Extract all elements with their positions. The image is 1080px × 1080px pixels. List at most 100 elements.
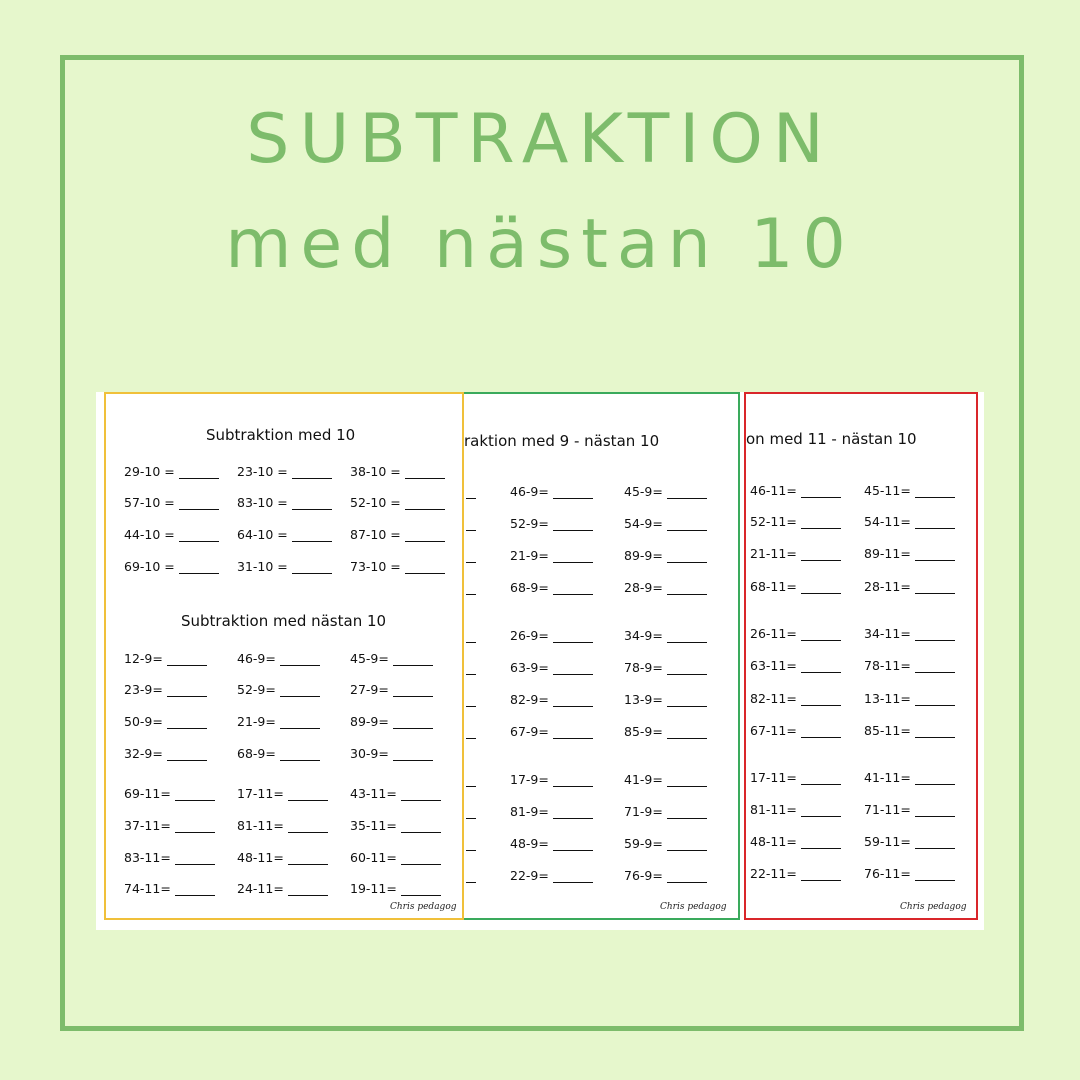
math-problem-text: 21-11= [750, 546, 797, 561]
math-problem: 12-9= [124, 651, 207, 666]
math-problem: 69-11= [124, 786, 215, 801]
math-problem-text: 38-10 = [350, 464, 401, 479]
math-problem-text: 67-11= [750, 723, 797, 738]
math-problem: 64-10 = [237, 527, 332, 542]
answer-line [914, 496, 955, 498]
title-line-2: med nästan 10 [225, 205, 855, 284]
math-problem: 29-10 = [124, 464, 219, 479]
math-problem-text: 87-10 = [350, 527, 401, 542]
answer-line [552, 881, 593, 883]
answer-line [666, 737, 707, 739]
math-problem: 19-11= [350, 881, 441, 896]
answer-line [404, 477, 445, 479]
math-problem: 17-11= [237, 786, 328, 801]
math-problem: 38-10 = [350, 464, 445, 479]
answer-line [279, 664, 320, 666]
math-problem: 52-9= [237, 682, 320, 697]
answer-line [552, 849, 593, 851]
signature: Chris pedagog [390, 902, 457, 912]
math-problem: 24-11= [237, 881, 328, 896]
math-problem-text: 32-9= [124, 746, 163, 761]
answer-line [800, 879, 841, 881]
math-problem: 89-11= [864, 546, 955, 561]
answer-line [404, 540, 445, 542]
answer-line [666, 497, 707, 499]
answer-line [666, 561, 707, 563]
answer-line [666, 705, 707, 707]
answer-line [166, 759, 207, 761]
answer-line [914, 815, 955, 817]
worksheet-red: on med 11 - nästan 10 46-11= 52-11= 21-11= 6… [744, 392, 978, 920]
math-problem-text: 22-11= [750, 866, 797, 881]
answer-line [466, 850, 476, 851]
math-problem-text: 82-9= [510, 692, 549, 707]
answer-line [552, 673, 593, 675]
answer-line [291, 508, 332, 510]
math-problem: 21-11= [750, 546, 841, 561]
section-title: Subtraktion med 10 [206, 426, 356, 444]
math-problem-text: 60-11= [350, 850, 397, 865]
math-problem: 34-9= [624, 628, 707, 643]
math-problem-text: 46-11= [750, 483, 797, 498]
math-problem-text: 23-10 = [237, 464, 288, 479]
math-problem-text: 71-11= [864, 802, 911, 817]
answer-line [800, 559, 841, 561]
math-problem-text: 78-11= [864, 658, 911, 673]
math-problem-text: 68-9= [237, 746, 276, 761]
math-problem-text: 59-11= [864, 834, 911, 849]
answer-line [552, 561, 593, 563]
math-problem: 81-11= [750, 802, 841, 817]
math-problem-text: 63-9= [510, 660, 549, 675]
math-problem: 46-11= [750, 483, 841, 498]
math-problem: 85-9= [624, 724, 707, 739]
math-problem-text: 54-9= [624, 516, 663, 531]
answer-line [914, 736, 955, 738]
math-problem: 68-9= [237, 746, 320, 761]
answer-line [291, 540, 332, 542]
math-problem-text: 64-10 = [237, 527, 288, 542]
math-problem: 68-11= [750, 579, 841, 594]
answer-line [466, 530, 476, 531]
answer-line [914, 783, 955, 785]
math-problem: 81-9= [510, 804, 593, 819]
answer-line [800, 496, 841, 498]
math-problem: 78-9= [624, 660, 707, 675]
answer-line [466, 642, 476, 643]
answer-line [166, 664, 207, 666]
math-problem: 59-11= [864, 834, 955, 849]
answer-line [466, 738, 476, 739]
math-problem: 54-11= [864, 514, 955, 529]
math-problem-text: 48-9= [510, 836, 549, 851]
answer-line [800, 527, 841, 529]
answer-line [178, 508, 219, 510]
math-problem: 71-11= [864, 802, 955, 817]
math-problem: 78-11= [864, 658, 955, 673]
math-problem: 52-11= [750, 514, 841, 529]
answer-line [800, 592, 841, 594]
answer-line [287, 894, 328, 896]
answer-line [914, 592, 955, 594]
math-problem-text: 30-9= [350, 746, 389, 761]
math-problem-text: 52-11= [750, 514, 797, 529]
math-problem-text: 63-11= [750, 658, 797, 673]
answer-line [552, 737, 593, 739]
answer-line [466, 594, 476, 595]
math-problem-text: 82-11= [750, 691, 797, 706]
math-problem: 71-9= [624, 804, 707, 819]
math-problem-text: 45-9= [350, 651, 389, 666]
answer-line [178, 572, 219, 574]
math-problem: 13-11= [864, 691, 955, 706]
answer-line [392, 759, 433, 761]
math-problem: 85-11= [864, 723, 955, 738]
math-problem-text: 26-11= [750, 626, 797, 641]
math-problem-text: 81-11= [750, 802, 797, 817]
math-problem: 26-9= [510, 628, 593, 643]
answer-line [392, 727, 433, 729]
answer-line [291, 572, 332, 574]
math-problem-text: 85-9= [624, 724, 663, 739]
math-problem: 27-9= [350, 682, 433, 697]
answer-line [800, 639, 841, 641]
math-problem: 45-9= [624, 484, 707, 499]
math-problem-text: 48-11= [237, 850, 284, 865]
math-problem-text: 45-11= [864, 483, 911, 498]
